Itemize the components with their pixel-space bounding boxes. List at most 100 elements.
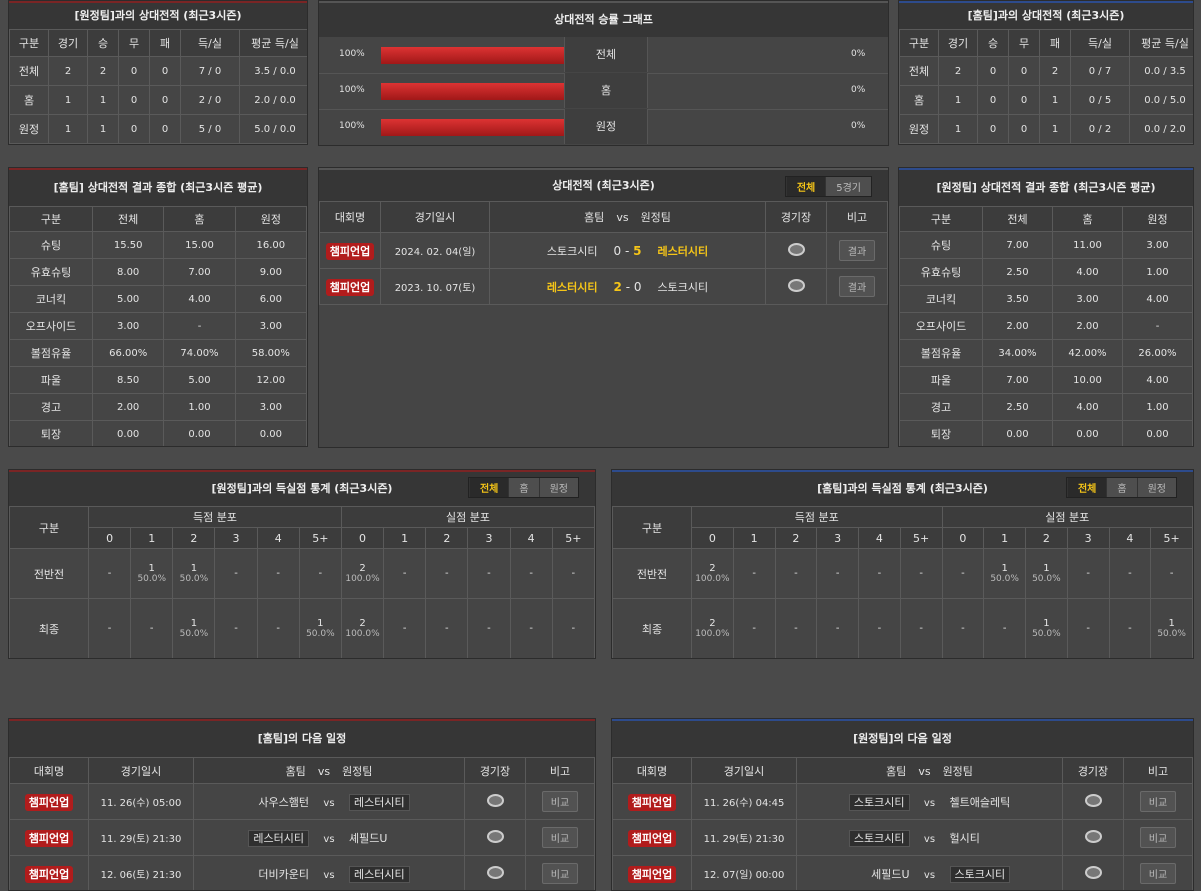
button[interactable]: 비교 <box>1139 791 1177 812</box>
cell: 1 50.0% <box>130 548 174 599</box>
teams: 더비카운티 vs 레스터시티 <box>193 855 465 890</box>
cell: 0 <box>149 114 181 144</box>
panel-title: 상대전적 승률 그래프 <box>319 1 888 37</box>
cell: 7 / 0 <box>180 56 240 86</box>
cell: 0.00 <box>1052 420 1123 446</box>
header-text: 홈팀 <box>886 764 907 778</box>
teams: 스토크시티 0 - 5 레스터시티 <box>489 232 766 269</box>
button[interactable]: 결과 <box>838 240 876 261</box>
row: 전반전 -1 50.0% 1 50.0% - - -2 100.0% - - - - - <box>9 548 595 599</box>
table: 구분 경기 승 무 패 득/실 평균 득/실 전체 2 0 0 2 0 / 7 0.0 / 3.5 홈 1 0 0… <box>899 29 1193 144</box>
date: 11. 26(수) 05:00 <box>88 783 194 820</box>
cell: 3.00 <box>234 393 307 421</box>
team-box: 스토크시티 <box>848 829 910 847</box>
tab[interactable]: 전체 <box>468 478 509 497</box>
cell: 1 <box>87 114 119 144</box>
header-text: vs <box>616 211 629 224</box>
cell: - <box>214 548 258 599</box>
cell: - <box>983 598 1026 658</box>
league-badge: 챔피언업 <box>627 793 677 811</box>
cell: 1 50.0% <box>172 548 216 599</box>
header-cell: 홈 <box>1052 206 1123 232</box>
team-box: 레스터시티 <box>248 829 309 847</box>
button[interactable]: 비교 <box>1139 863 1177 884</box>
percent: 100.0% <box>345 629 380 639</box>
row: 파울 7.00 10.00 4.00 <box>899 366 1193 394</box>
button[interactable]: 비교 <box>541 791 579 812</box>
cell: 3.00 <box>1122 231 1193 259</box>
tab[interactable]: 원정 <box>538 478 578 497</box>
cell: 비교 <box>525 819 595 856</box>
vs: vs <box>323 833 335 845</box>
left-rate: 100% <box>339 121 365 131</box>
count: 2 <box>709 563 716 574</box>
row: 전반전 2 100.0% - - - - - -1 50.0% 1 50.0% - - - <box>612 548 1193 599</box>
header-text: vs <box>317 764 331 778</box>
group-header: 실점 분포 <box>941 506 1193 528</box>
cell: 0 / 2 <box>1070 114 1130 144</box>
button[interactable]: 비교 <box>541 863 579 884</box>
cell: - <box>509 598 553 658</box>
panel-title: [홈팀] 상대전적 결과 종합 (최근3시즌 평균) <box>9 168 307 206</box>
table: 구분 득점 분포 실점 분포 0 1 2 3 4 5+ 0 1 2 3 4 5+ 전반전 -1 50.0% 1 50.… <box>9 506 595 658</box>
team: 레스터시티 <box>349 865 449 883</box>
row: 경고 2.00 1.00 3.00 <box>9 393 307 421</box>
header-cell: 비고 <box>826 201 888 233</box>
row: 챔피언업 11. 29(토) 21:30 스토크시티 vs 헐시티 비교 <box>612 819 1193 856</box>
cell: 0.00 <box>234 420 307 446</box>
cell: - <box>425 598 469 658</box>
tab[interactable]: 원정 <box>1136 478 1176 497</box>
button[interactable]: 결과 <box>838 276 876 297</box>
cell: 16.00 <box>234 231 307 259</box>
cell: 1 50.0% <box>298 598 342 658</box>
button[interactable]: 비교 <box>1139 827 1177 848</box>
tab[interactable]: 5경기 <box>825 177 871 196</box>
column-header: 1 <box>130 527 174 549</box>
date: 11. 29(토) 21:30 <box>691 819 797 856</box>
cell: 2 <box>1039 56 1071 86</box>
tab[interactable]: 전체 <box>785 177 826 196</box>
header-cell: 비고 <box>1123 757 1193 784</box>
date: 12. 06(토) 21:30 <box>88 855 194 890</box>
tab[interactable]: 홈 <box>1106 478 1137 497</box>
row-label: 전반전 <box>612 548 692 599</box>
cell: 5.00 <box>91 285 165 313</box>
cell: 유효슈팅 <box>9 258 93 286</box>
teams: 레스터시티 vs 셰필드U <box>193 819 465 856</box>
row-label: 최종 <box>612 598 692 658</box>
cell: 원정 <box>899 114 939 144</box>
cell: - <box>551 548 595 599</box>
team: 레스터시티 <box>349 793 449 811</box>
team: 더비카운티 <box>258 867 309 881</box>
header-row: 구분 득점 분포 실점 분포 <box>612 506 1193 549</box>
header-cell: 경기 <box>48 29 88 57</box>
cell: 3.00 <box>1052 285 1123 313</box>
tab[interactable]: 전체 <box>1066 478 1107 497</box>
cell: 챔피언업 <box>9 783 89 820</box>
teams: 레스터시티 2 - 0 스토크시티 <box>489 268 766 305</box>
cell: 0 <box>1008 56 1040 86</box>
h2h-home-panel: [홈팀]과의 상대전적 (최근3시즌) 구분 경기 승 무 패 득/실 평균 득/실 전체 2 0 0… <box>898 0 1194 145</box>
header-cell: 경기일시 <box>380 201 490 233</box>
header-cell: 경기장 <box>464 757 526 784</box>
graph-row: 100% 원정 0% <box>319 109 888 145</box>
tab[interactable]: 홈 <box>508 478 539 497</box>
cell: 4.00 <box>1052 258 1123 286</box>
team: 레스터시티 <box>657 244 709 258</box>
cell: - <box>941 548 985 599</box>
cell: 2 100.0% <box>691 548 734 599</box>
row: 원정 1 1 0 0 5 / 0 5.0 / 0.0 <box>9 114 307 144</box>
column-header: 2 <box>774 527 818 549</box>
row: 퇴장 0.00 0.00 0.00 <box>899 420 1193 446</box>
team: 레스터시티 <box>209 829 309 847</box>
cell: - <box>214 598 258 658</box>
header-text: 홈팀 <box>584 211 605 224</box>
row: 파울 8.50 5.00 12.00 <box>9 366 307 394</box>
cell: 1 50.0% <box>1025 548 1068 599</box>
button[interactable]: 비교 <box>541 827 579 848</box>
percent: 100.0% <box>695 629 730 639</box>
row: 퇴장 0.00 0.00 0.00 <box>9 420 307 446</box>
tabs: 전체 홈 원정 <box>1065 477 1177 498</box>
cell: 1 <box>938 114 978 144</box>
cell: 2 <box>48 56 88 86</box>
